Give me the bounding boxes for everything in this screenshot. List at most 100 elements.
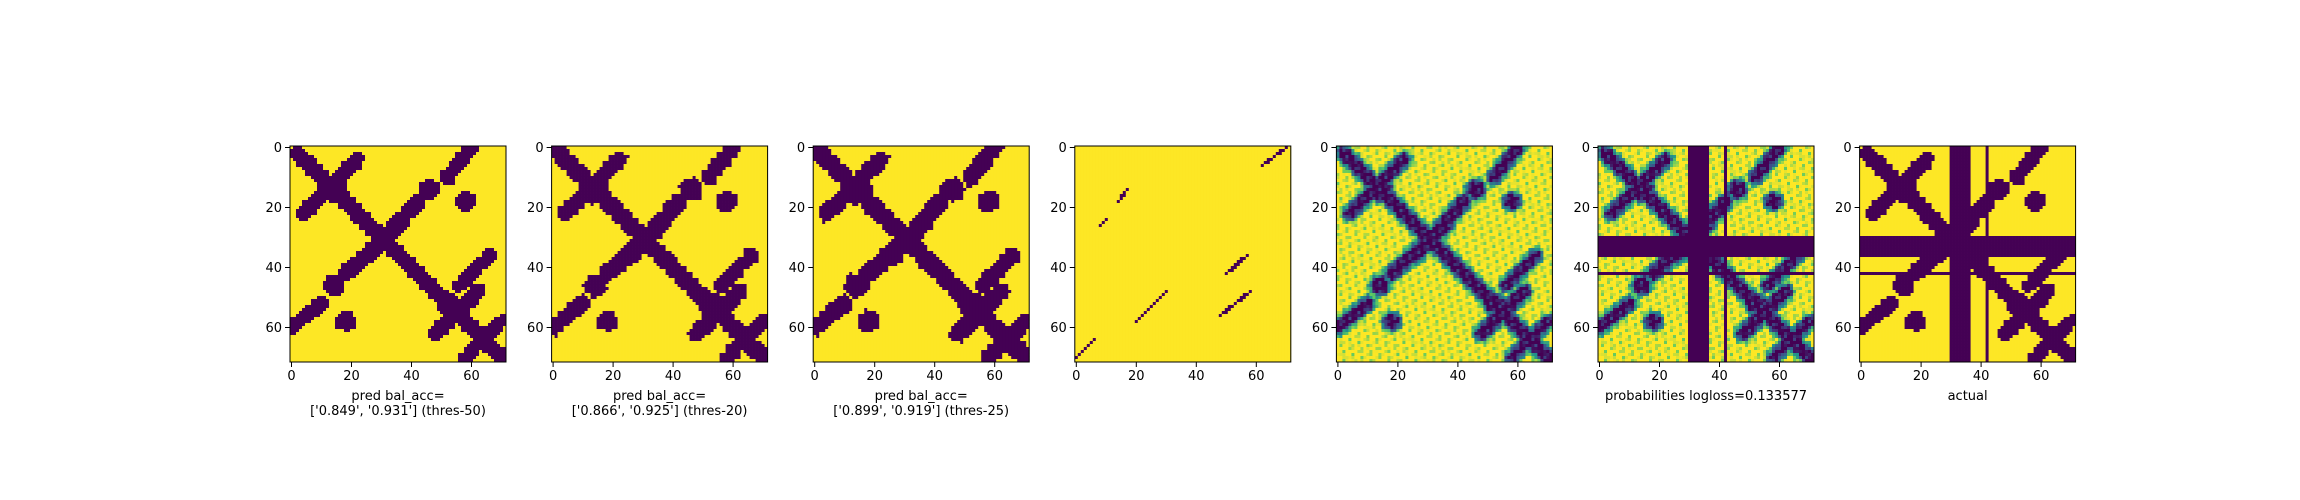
heatmap-cell (479, 275, 482, 278)
heatmap-cell (452, 194, 455, 197)
heatmap-cell (443, 290, 446, 293)
heatmap-cell (434, 239, 437, 242)
heatmap-cell (305, 260, 308, 263)
heatmap-cell (482, 314, 485, 317)
heatmap-cell (473, 158, 476, 161)
heatmap-cell (407, 227, 410, 230)
heatmap-cell (464, 167, 467, 170)
heatmap-cell (407, 320, 410, 323)
heatmap-cell (335, 287, 338, 290)
heatmap-cell (473, 170, 476, 173)
heatmap-cell (353, 236, 356, 239)
heatmap-cell (449, 236, 452, 239)
heatmap-cell (425, 188, 428, 191)
heatmap-cell (488, 164, 491, 167)
heatmap-cell (332, 314, 335, 317)
heatmap-cell (491, 254, 494, 257)
heatmap-cell (413, 185, 416, 188)
heatmap-cell (374, 257, 377, 260)
heatmap-cell (434, 254, 437, 257)
heatmap-cell (440, 209, 443, 212)
heatmap-cell (362, 188, 365, 191)
heatmap-cell (458, 254, 461, 257)
heatmap-cell (398, 224, 401, 227)
heatmap-cell (446, 272, 449, 275)
heatmap-cell (398, 266, 401, 269)
heatmap-cell (380, 326, 383, 329)
heatmap-cell (467, 251, 470, 254)
heatmap-cell (320, 272, 323, 275)
heatmap-cell (488, 269, 491, 272)
heatmap-cell (308, 293, 311, 296)
heatmap-cell (434, 164, 437, 167)
heatmap-cell (425, 317, 428, 320)
heatmap-cell (488, 299, 491, 302)
heatmap-cell (395, 161, 398, 164)
heatmap-cell (452, 329, 455, 332)
heatmap-cell (323, 242, 326, 245)
heatmap-cell (422, 266, 425, 269)
heatmap-cell (473, 326, 476, 329)
heatmap-cell (332, 284, 335, 287)
heatmap-cell (368, 269, 371, 272)
heatmap-cell (470, 320, 473, 323)
heatmap-cell (380, 155, 383, 158)
heatmap-cell (443, 215, 446, 218)
heatmap-cell (338, 167, 341, 170)
heatmap-cell (488, 170, 491, 173)
heatmap-cell (401, 326, 404, 329)
heatmap-cell (446, 200, 449, 203)
heatmap-cell (341, 146, 344, 149)
heatmap-cell (440, 317, 443, 320)
heatmap-cell (302, 224, 305, 227)
heatmap-cell (320, 227, 323, 230)
heatmap-cell (317, 317, 320, 320)
heatmap-cell (371, 311, 374, 314)
heatmap-cell (449, 299, 452, 302)
heatmap-cell (476, 230, 479, 233)
heatmap-cell (410, 146, 413, 149)
heatmap-cell (425, 167, 428, 170)
heatmap-cell (482, 203, 485, 206)
heatmap-cell (380, 233, 383, 236)
heatmap-cell (383, 317, 386, 320)
heatmap-cell (413, 275, 416, 278)
heatmap-cell (455, 323, 458, 326)
heatmap-cell (293, 212, 296, 215)
heatmap-cell (383, 254, 386, 257)
heatmap-cell (410, 299, 413, 302)
heatmap-cell (293, 221, 296, 224)
heatmap-cell (389, 221, 392, 224)
heatmap-cell (377, 209, 380, 212)
heatmap-cell (353, 218, 356, 221)
heatmap-cell (425, 266, 428, 269)
heatmap-cell (500, 254, 503, 257)
heatmap-cell (479, 281, 482, 284)
heatmap-cell (422, 326, 425, 329)
heatmap-cell (302, 251, 305, 254)
heatmap-cell (380, 203, 383, 206)
heatmap-cell (302, 158, 305, 161)
heatmap-cell (311, 293, 314, 296)
heatmap-cell (470, 239, 473, 242)
heatmap-cell (296, 173, 299, 176)
heatmap-cell (353, 272, 356, 275)
heatmap-cell (491, 152, 494, 155)
heatmap-cell (371, 254, 374, 257)
heatmap-cell (431, 206, 434, 209)
heatmap-cell (311, 218, 314, 221)
heatmap-cell (488, 158, 491, 161)
heatmap-cell (434, 182, 437, 185)
heatmap-cell (461, 146, 464, 149)
heatmap-cell (308, 218, 311, 221)
heatmap-cell (413, 323, 416, 326)
heatmap-cell (488, 260, 491, 263)
heatmap-cell (488, 272, 491, 275)
heatmap-cell (428, 182, 431, 185)
heatmap-cell (293, 284, 296, 287)
heatmap-cell (320, 308, 323, 311)
heatmap-cell (452, 269, 455, 272)
heatmap-cell (356, 146, 359, 149)
heatmap-cell (380, 272, 383, 275)
heatmap-cell (416, 200, 419, 203)
